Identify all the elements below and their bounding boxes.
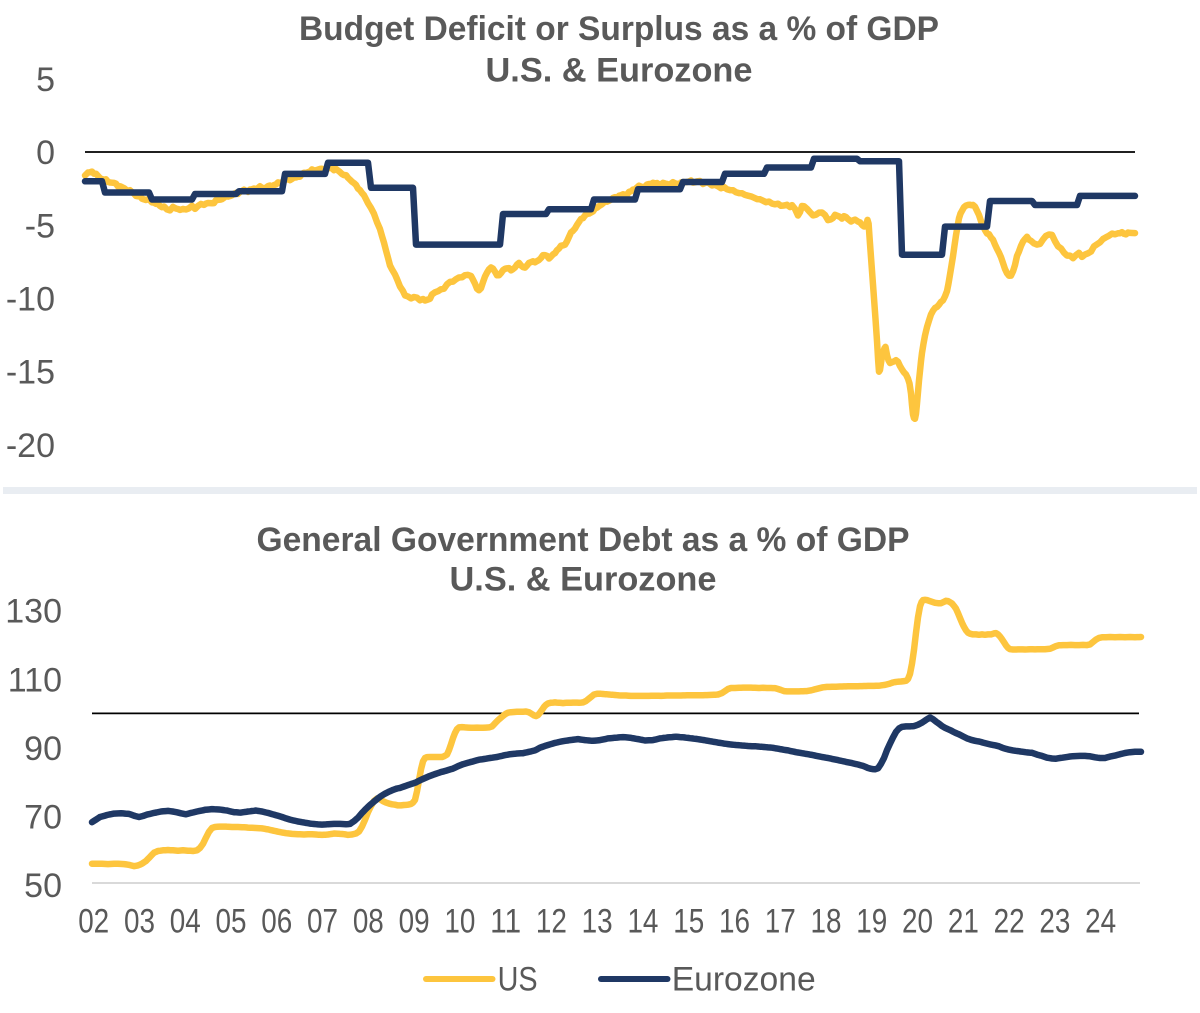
svg-text:06: 06 [261, 902, 292, 940]
svg-text:20: 20 [902, 902, 933, 940]
svg-text:12: 12 [536, 902, 567, 940]
svg-text:17: 17 [765, 902, 796, 940]
svg-text:02: 02 [78, 902, 109, 940]
svg-text:05: 05 [216, 902, 247, 940]
svg-text:24: 24 [1085, 902, 1116, 940]
svg-text:23: 23 [1039, 902, 1070, 940]
svg-text:18: 18 [811, 902, 842, 940]
svg-text:5: 5 [36, 61, 55, 99]
svg-text:04: 04 [170, 902, 201, 940]
svg-text:10: 10 [444, 902, 475, 940]
svg-text:-10: -10 [6, 281, 55, 319]
svg-text:Budget Deficit or Surplus as a: Budget Deficit or Surplus as a % of GDP [299, 10, 939, 48]
svg-text:15: 15 [673, 902, 704, 940]
svg-text:07: 07 [307, 902, 338, 940]
svg-text:22: 22 [994, 902, 1025, 940]
svg-text:110: 110 [8, 661, 62, 699]
svg-text:08: 08 [353, 902, 384, 940]
svg-text:US: US [498, 961, 538, 999]
svg-text:14: 14 [627, 902, 658, 940]
svg-text:-5: -5 [25, 207, 55, 245]
svg-text:90: 90 [24, 730, 62, 768]
svg-text:130: 130 [5, 593, 62, 631]
svg-text:U.S. & Eurozone: U.S. & Eurozone [450, 561, 717, 599]
svg-text:Eurozone: Eurozone [672, 961, 816, 999]
svg-text:11: 11 [490, 902, 521, 940]
svg-text:19: 19 [856, 902, 887, 940]
svg-text:03: 03 [124, 902, 155, 940]
svg-text:-20: -20 [6, 427, 55, 465]
svg-text:70: 70 [24, 799, 62, 837]
svg-text:-15: -15 [6, 354, 55, 392]
svg-text:General Government Debt as a %: General Government Debt as a % of GDP [257, 521, 910, 559]
svg-text:09: 09 [399, 902, 430, 940]
svg-text:U.S. & Eurozone: U.S. & Eurozone [486, 52, 753, 90]
svg-text:0: 0 [36, 134, 55, 172]
svg-text:50: 50 [24, 867, 62, 905]
svg-text:21: 21 [948, 902, 979, 940]
svg-text:13: 13 [582, 902, 613, 940]
svg-text:16: 16 [719, 902, 750, 940]
